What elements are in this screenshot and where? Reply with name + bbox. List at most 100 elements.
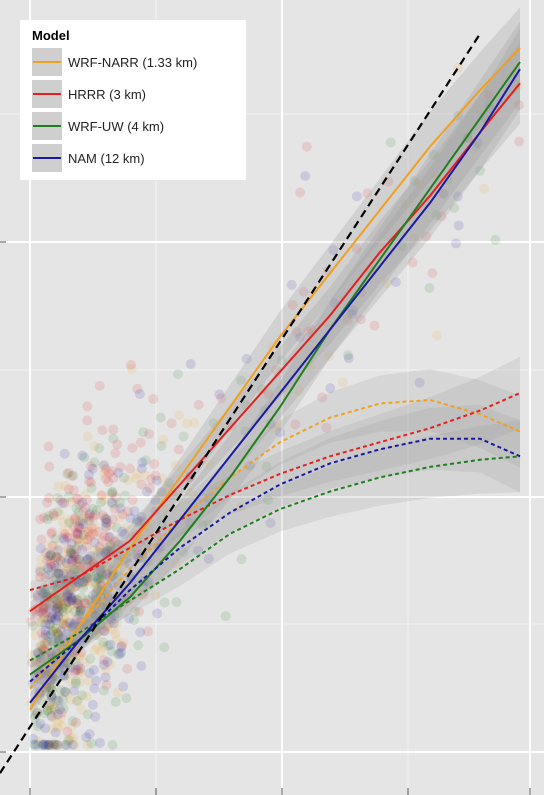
data-point (91, 676, 101, 686)
data-point (89, 665, 99, 675)
data-point (432, 331, 442, 341)
data-point (85, 654, 95, 664)
data-point (479, 184, 489, 194)
data-point (82, 401, 92, 411)
data-point (110, 448, 120, 458)
data-point (138, 427, 148, 437)
data-point (173, 369, 183, 379)
data-point (370, 321, 380, 331)
data-point (95, 738, 105, 748)
data-point (95, 381, 105, 391)
data-point (490, 235, 500, 245)
data-point (30, 740, 40, 750)
data-point (189, 418, 199, 428)
data-point (142, 487, 152, 497)
data-point (174, 410, 184, 420)
data-point (83, 432, 93, 442)
data-point (62, 469, 72, 479)
data-point (287, 280, 297, 290)
data-point (116, 642, 126, 652)
data-point (90, 712, 100, 722)
data-point (352, 191, 362, 201)
data-point (186, 359, 196, 369)
data-point (69, 549, 79, 559)
data-point (126, 360, 136, 370)
data-point (136, 438, 146, 448)
data-point (514, 137, 524, 147)
data-point (425, 283, 435, 293)
data-point (67, 538, 77, 548)
data-point (44, 442, 54, 452)
data-point (94, 443, 104, 453)
data-point (133, 640, 143, 650)
legend-label: HRRR (3 km) (68, 87, 146, 102)
data-point (179, 431, 189, 441)
data-point (122, 664, 132, 674)
data-point (72, 598, 82, 608)
data-point (107, 497, 117, 507)
data-point (454, 220, 464, 230)
data-point (35, 719, 45, 729)
data-point (44, 493, 54, 503)
data-point (386, 137, 396, 147)
legend: Model WRF-NARR (1.33 km)HRRR (3 km)WRF-U… (20, 20, 246, 180)
data-point (57, 498, 67, 508)
data-point (237, 554, 247, 564)
data-point (44, 462, 54, 472)
data-point (68, 716, 78, 726)
data-point (81, 732, 91, 742)
data-point (62, 727, 72, 737)
data-point (338, 377, 348, 387)
data-point (97, 425, 107, 435)
data-point (101, 672, 111, 682)
data-point (172, 597, 182, 607)
data-point (74, 507, 84, 517)
data-point (115, 503, 125, 513)
data-point (121, 693, 131, 703)
data-point (159, 642, 169, 652)
data-point (302, 142, 312, 152)
data-point (56, 556, 66, 566)
data-point (68, 740, 78, 750)
data-point (53, 545, 63, 555)
data-point (85, 509, 95, 519)
data-point (99, 686, 109, 696)
data-point (118, 682, 128, 692)
data-point (105, 640, 115, 650)
legend-label: NAM (12 km) (68, 151, 145, 166)
data-point (221, 611, 231, 621)
data-point (74, 522, 84, 532)
data-point (58, 533, 68, 543)
data-point (43, 563, 53, 573)
data-point (300, 171, 310, 181)
data-point (107, 487, 117, 497)
data-point (64, 518, 74, 528)
data-point (51, 728, 61, 738)
data-point (156, 441, 166, 451)
data-point (149, 459, 159, 469)
data-point (77, 545, 87, 555)
data-point (108, 424, 118, 434)
data-point (108, 434, 118, 444)
data-point (53, 507, 63, 517)
data-point (101, 514, 111, 524)
data-point (71, 665, 81, 675)
data-point (72, 696, 82, 706)
data-point (127, 443, 137, 453)
data-point (60, 449, 70, 459)
data-point (37, 535, 47, 545)
data-point (167, 418, 177, 428)
data-point (152, 608, 162, 618)
data-point (160, 597, 170, 607)
data-point (135, 389, 145, 399)
data-point (69, 686, 79, 696)
data-point (53, 611, 63, 621)
data-point (43, 740, 53, 750)
data-point (295, 188, 305, 198)
data-point (40, 626, 50, 636)
data-point (36, 543, 46, 553)
data-point (111, 697, 121, 707)
data-point (88, 700, 98, 710)
data-point (451, 238, 461, 248)
